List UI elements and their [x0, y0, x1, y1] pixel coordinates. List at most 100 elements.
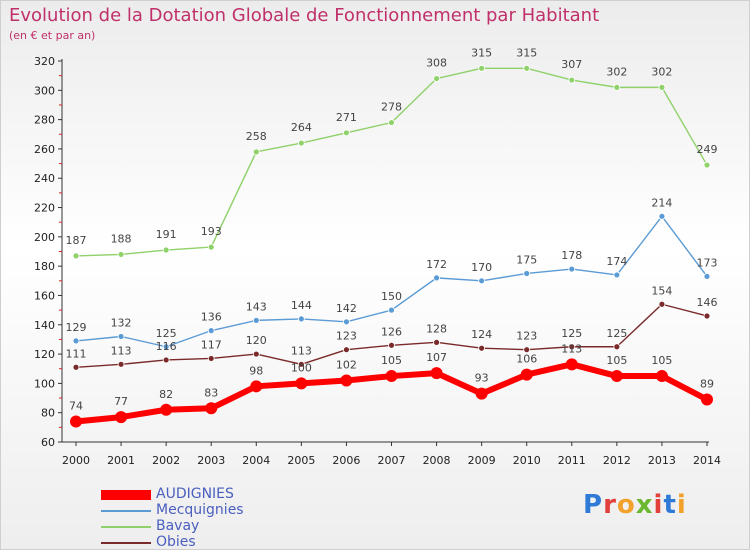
data-label: 136 — [201, 311, 222, 324]
logo-letter: o — [616, 490, 636, 520]
data-point — [205, 402, 218, 415]
data-point — [343, 129, 350, 137]
data-label: 302 — [651, 65, 672, 78]
data-point — [162, 246, 170, 254]
data-point — [297, 360, 305, 368]
data-point — [72, 337, 80, 345]
data-point — [388, 341, 395, 349]
x-tick-label: 2010 — [513, 454, 541, 467]
data-point — [568, 265, 576, 273]
data-point — [478, 277, 486, 285]
logo-letter: t — [663, 490, 677, 520]
data-point — [72, 252, 80, 260]
data-label: 146 — [697, 296, 718, 309]
data-point — [343, 346, 350, 354]
x-tick-label: 2009 — [468, 454, 496, 467]
data-label: 258 — [246, 130, 267, 143]
legend-label: AUDIGNIES — [156, 486, 234, 502]
data-point — [523, 64, 531, 72]
data-point — [115, 411, 128, 424]
x-tick-label: 2013 — [648, 454, 676, 467]
x-tick-label: 2002 — [152, 454, 180, 467]
data-point — [72, 363, 80, 371]
data-label: 89 — [700, 378, 714, 391]
data-label: 100 — [291, 361, 312, 374]
data-point — [162, 343, 170, 351]
data-point — [207, 355, 215, 362]
data-point — [385, 370, 398, 383]
data-label: 302 — [606, 65, 627, 78]
data-point — [475, 387, 488, 400]
y-tick-label: 280 — [34, 114, 55, 127]
data-label: 126 — [381, 325, 402, 338]
x-tick-label: 2008 — [423, 454, 451, 467]
data-point — [343, 318, 350, 326]
chart-subtitle: (en € et par an) — [9, 29, 96, 42]
data-label: 125 — [606, 327, 627, 340]
data-point — [250, 380, 263, 393]
data-label: 102 — [336, 358, 357, 371]
axes: 60 80 100 120 140 160 180 200 220 240 260 280 300 320… — [34, 55, 721, 467]
data-point — [613, 83, 621, 91]
x-tick-label: 2006 — [332, 454, 360, 467]
data-labels: 187 188 191 193 258 264 271 278 308 315 315 307 302 3… — [66, 46, 718, 412]
data-point — [70, 415, 82, 428]
y-tick-label: 220 — [34, 202, 55, 215]
data-label: 124 — [471, 328, 492, 341]
y-tick-label: 160 — [34, 289, 55, 302]
x-tick-label: 2004 — [242, 454, 270, 467]
data-point — [117, 251, 125, 258]
y-tick-label: 300 — [34, 84, 55, 97]
data-label: 117 — [201, 338, 222, 351]
data-point — [703, 312, 711, 320]
data-point — [160, 403, 173, 416]
legend-swatch — [101, 490, 151, 500]
y-tick-label: 320 — [34, 55, 55, 68]
data-label: 128 — [426, 322, 447, 335]
data-label: 105 — [606, 354, 627, 367]
legend-label: Bavay — [156, 518, 200, 534]
data-label: 187 — [66, 234, 87, 247]
data-label: 308 — [426, 57, 447, 70]
legend-item-obies: Obies — [101, 534, 301, 551]
data-point — [252, 148, 260, 156]
data-point — [207, 327, 215, 335]
data-label: 178 — [561, 249, 582, 262]
data-label: 174 — [606, 255, 627, 268]
data-point — [433, 274, 440, 282]
data-label: 173 — [697, 256, 718, 269]
data-point — [613, 271, 621, 279]
legend-item-audignies: AUDIGNIES — [101, 486, 301, 503]
data-point — [658, 300, 666, 308]
x-tick-label: 2005 — [287, 454, 315, 467]
data-point — [162, 356, 170, 364]
data-point — [478, 64, 486, 72]
data-point — [568, 343, 576, 351]
data-label: 123 — [516, 330, 537, 343]
data-label: 132 — [111, 316, 132, 329]
x-tick-label: 2003 — [197, 454, 225, 467]
data-label: 249 — [697, 143, 718, 156]
legend-label: Obies — [156, 534, 196, 550]
data-point — [703, 273, 711, 280]
data-point — [117, 360, 125, 368]
data-label: 170 — [471, 261, 492, 274]
data-label: 142 — [336, 302, 357, 315]
data-point — [252, 350, 260, 358]
data-label: 278 — [381, 101, 402, 114]
data-label: 154 — [651, 284, 672, 297]
y-tick-label: 100 — [34, 377, 55, 390]
data-label: 106 — [516, 353, 537, 366]
legend-swatch — [101, 526, 151, 528]
y-tick-label: 120 — [34, 348, 55, 361]
data-label: 116 — [156, 340, 177, 353]
proxiti-logo: Proxiti — [583, 490, 687, 520]
legend: AUDIGNIES Mecquignies Bavay Obies — [101, 486, 301, 551]
y-tick-label: 60 — [41, 436, 55, 449]
data-point — [658, 212, 666, 220]
data-label: 113 — [111, 344, 132, 357]
data-label: 82 — [159, 388, 173, 401]
data-point — [252, 316, 260, 324]
